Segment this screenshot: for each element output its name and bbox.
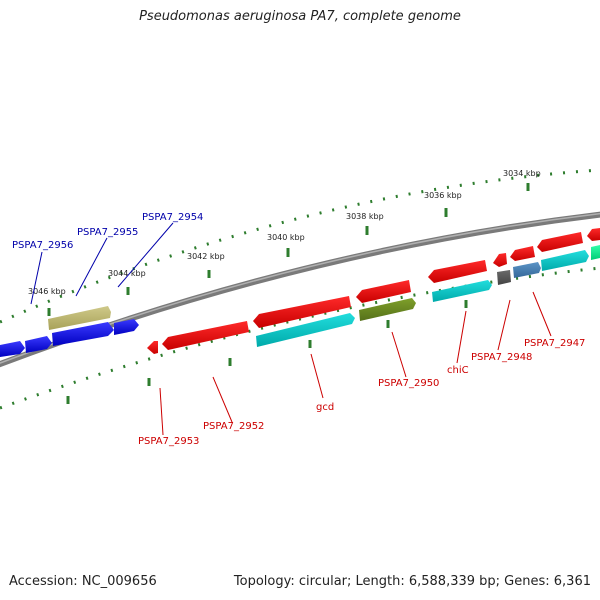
gene-arrow: [493, 253, 507, 267]
gene-label-forward: PSPA7_2956: [12, 240, 73, 251]
inner-strand-genes: [256, 250, 589, 347]
kbp-label: 3046 kbp: [28, 287, 66, 296]
gene-arrow-cyan: [256, 313, 355, 347]
forward-strand-genes: [0, 245, 600, 357]
gene-label-reverse: gcd: [316, 402, 334, 413]
leader-line: [532, 291, 552, 337]
gene-arrow-olive: [359, 298, 416, 321]
leader-line: [391, 331, 407, 378]
reverse-strand-genes: [147, 228, 600, 354]
gene-arrow: [162, 321, 249, 350]
outer-ruler-major-ticks: [47, 183, 530, 316]
leader-line: [117, 222, 174, 288]
genome-summary-text: Topology: circular; Length: 6,588,339 bp…: [233, 574, 591, 589]
gene-label-forward: PSPA7_2954: [142, 212, 203, 223]
gene-arrow: [25, 336, 52, 353]
outer-ruler-ticks: [0, 168, 600, 324]
kbp-label: 3040 kbp: [267, 233, 305, 242]
kbp-label: 3036 kbp: [424, 191, 462, 200]
gene-arrow-green: [591, 245, 600, 260]
gene-arrow-gray: [497, 270, 511, 285]
gene-arrow: [0, 341, 25, 357]
map-title: Pseudomonas aeruginosa PA7, complete gen…: [139, 9, 461, 24]
gene-arrow: [510, 246, 535, 261]
kbp-label: 3044 kbp: [108, 269, 146, 278]
gene-label-reverse: PSPA7_2948: [471, 352, 532, 363]
leader-line: [310, 353, 324, 399]
kbp-label: 3038 kbp: [346, 212, 384, 221]
gene-arrow-cyan: [432, 280, 492, 302]
gene-arrow-steel: [513, 262, 541, 278]
kbp-label: 3034 kbp: [503, 169, 541, 178]
gene-arrow: [52, 322, 114, 346]
gene-label-forward: PSPA7_2955: [77, 227, 138, 238]
gene-arrow: [114, 319, 139, 335]
gene-label-reverse: PSPA7_2947: [524, 338, 585, 349]
leader-line: [456, 310, 467, 364]
leader-line: [30, 251, 43, 305]
gene-arrow: [587, 228, 600, 241]
gene-arrow-cyan: [541, 250, 589, 271]
gene-label-reverse: PSPA7_2953: [138, 436, 199, 447]
gene-arrow-khaki: [48, 306, 111, 330]
inner-ruler-ticks: [0, 266, 600, 410]
gene-arrow: [253, 296, 351, 328]
accession-text: Accession: NC_009656: [9, 574, 157, 589]
leader-line: [212, 376, 233, 423]
gene-arrow: [428, 260, 487, 283]
gene-label-reverse: PSPA7_2950: [378, 378, 439, 389]
gene-arrow: [356, 280, 411, 303]
leader-line: [497, 299, 511, 351]
leader-line: [159, 387, 164, 436]
gene-label-reverse: chiC: [447, 365, 469, 376]
gene-label-reverse: PSPA7_2952: [203, 421, 264, 432]
kbp-label: 3042 kbp: [187, 252, 225, 261]
inner-ruler-major-ticks: [66, 300, 468, 404]
gene-arrow: [147, 341, 158, 354]
gene-arrow: [537, 232, 583, 252]
leader-line: [75, 237, 108, 297]
